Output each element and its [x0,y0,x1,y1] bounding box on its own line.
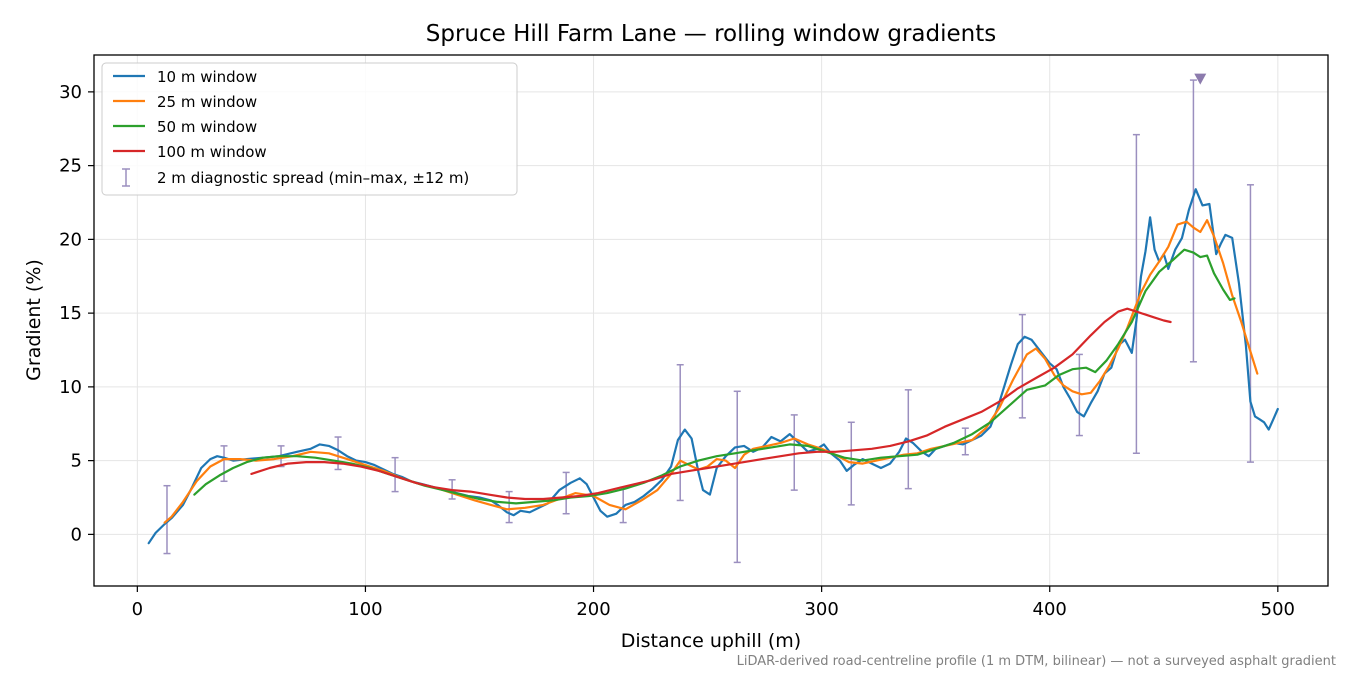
x-tick-label: 100 [348,599,382,620]
grid-lines [94,55,1328,586]
x-tick-label: 400 [1033,599,1067,620]
diagnostic-spread-bar [790,414,798,491]
y-tick-label: 30 [59,82,82,103]
diagnostic-spread-bar [1132,133,1140,454]
chart-title: Spruce Hill Farm Lane — rolling window g… [426,21,996,47]
series-lines [147,188,1279,545]
y-tick-label: 5 [71,451,82,472]
diagnostic-spread-bar [733,390,741,564]
y-axis-label: Gradient (%) [23,259,45,381]
x-axis-label: Distance uphill (m) [621,630,801,652]
diagnostic-spread-bars [163,79,1254,564]
legend-label-100m: 100 m window [157,143,267,161]
legend-label-diagnostic: 2 m diagnostic spread (min–max, ±12 m) [157,169,469,187]
legend-swatch-diagnostic [122,168,130,187]
legend-box [101,62,518,196]
x-axis-ticks: 0 100 200 300 400 500 [132,586,1295,620]
diagnostic-spread-bar [1246,184,1254,463]
y-tick-label: 20 [59,229,82,250]
diagnostic-spread-bar [562,471,570,515]
plot-frame [93,54,1329,587]
peak-markers [1194,73,1207,85]
x-tick-label: 200 [576,599,610,620]
y-axis-ticks: 0 5 10 15 20 25 30 [59,82,94,545]
diagnostic-spread-bar [1189,79,1197,363]
y-tick-label: 15 [59,303,82,324]
legend: 10 m window 25 m window 50 m window 100 … [101,62,518,196]
footnote: LiDAR-derived road-centreline profile (1… [737,654,1336,669]
series-line-100m [250,307,1172,501]
y-tick-label: 10 [59,377,82,398]
y-tick-label: 0 [71,524,82,545]
legend-label-25m: 25 m window [157,93,257,111]
peak-marker [1194,73,1207,85]
x-tick-label: 0 [132,599,143,620]
diagnostic-spread-bar [847,421,855,506]
legend-label-10m: 10 m window [157,68,257,86]
y-tick-label: 25 [59,156,82,177]
diagnostic-spread-bar [1018,313,1026,419]
diagnostic-spread-bar [676,364,684,502]
x-tick-label: 300 [804,599,838,620]
diagnostic-spread-bar [220,445,228,483]
legend-label-50m: 50 m window [157,118,257,136]
x-tick-label: 500 [1261,599,1295,620]
